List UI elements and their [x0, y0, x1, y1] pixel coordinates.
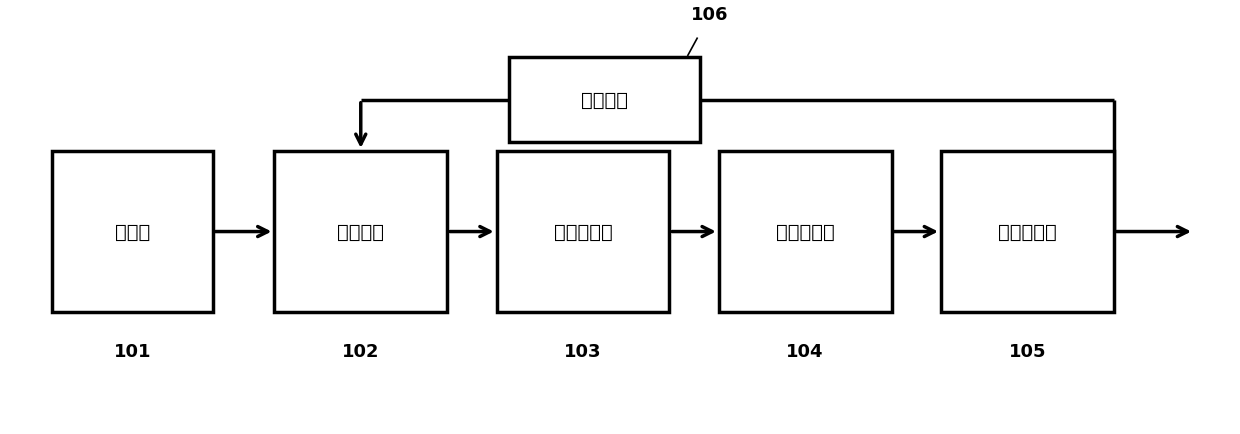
- Text: 102: 102: [342, 342, 379, 360]
- FancyBboxPatch shape: [274, 151, 448, 312]
- Text: 101: 101: [114, 342, 151, 360]
- Text: 移频系统: 移频系统: [337, 223, 384, 241]
- FancyBboxPatch shape: [52, 151, 212, 312]
- Text: 104: 104: [786, 342, 823, 360]
- Text: 105: 105: [1008, 342, 1047, 360]
- Text: 103: 103: [564, 342, 601, 360]
- FancyBboxPatch shape: [941, 151, 1114, 312]
- FancyBboxPatch shape: [719, 151, 892, 312]
- Text: 固体放大器: 固体放大器: [998, 223, 1056, 241]
- Text: 106: 106: [691, 7, 728, 24]
- Text: 激光源: 激光源: [115, 223, 150, 241]
- FancyBboxPatch shape: [496, 151, 670, 312]
- Text: 光纤放大器: 光纤放大器: [553, 223, 613, 241]
- FancyBboxPatch shape: [508, 58, 701, 143]
- Text: 模式匹配器: 模式匹配器: [776, 223, 835, 241]
- Text: 反馈装置: 反馈装置: [582, 91, 629, 110]
